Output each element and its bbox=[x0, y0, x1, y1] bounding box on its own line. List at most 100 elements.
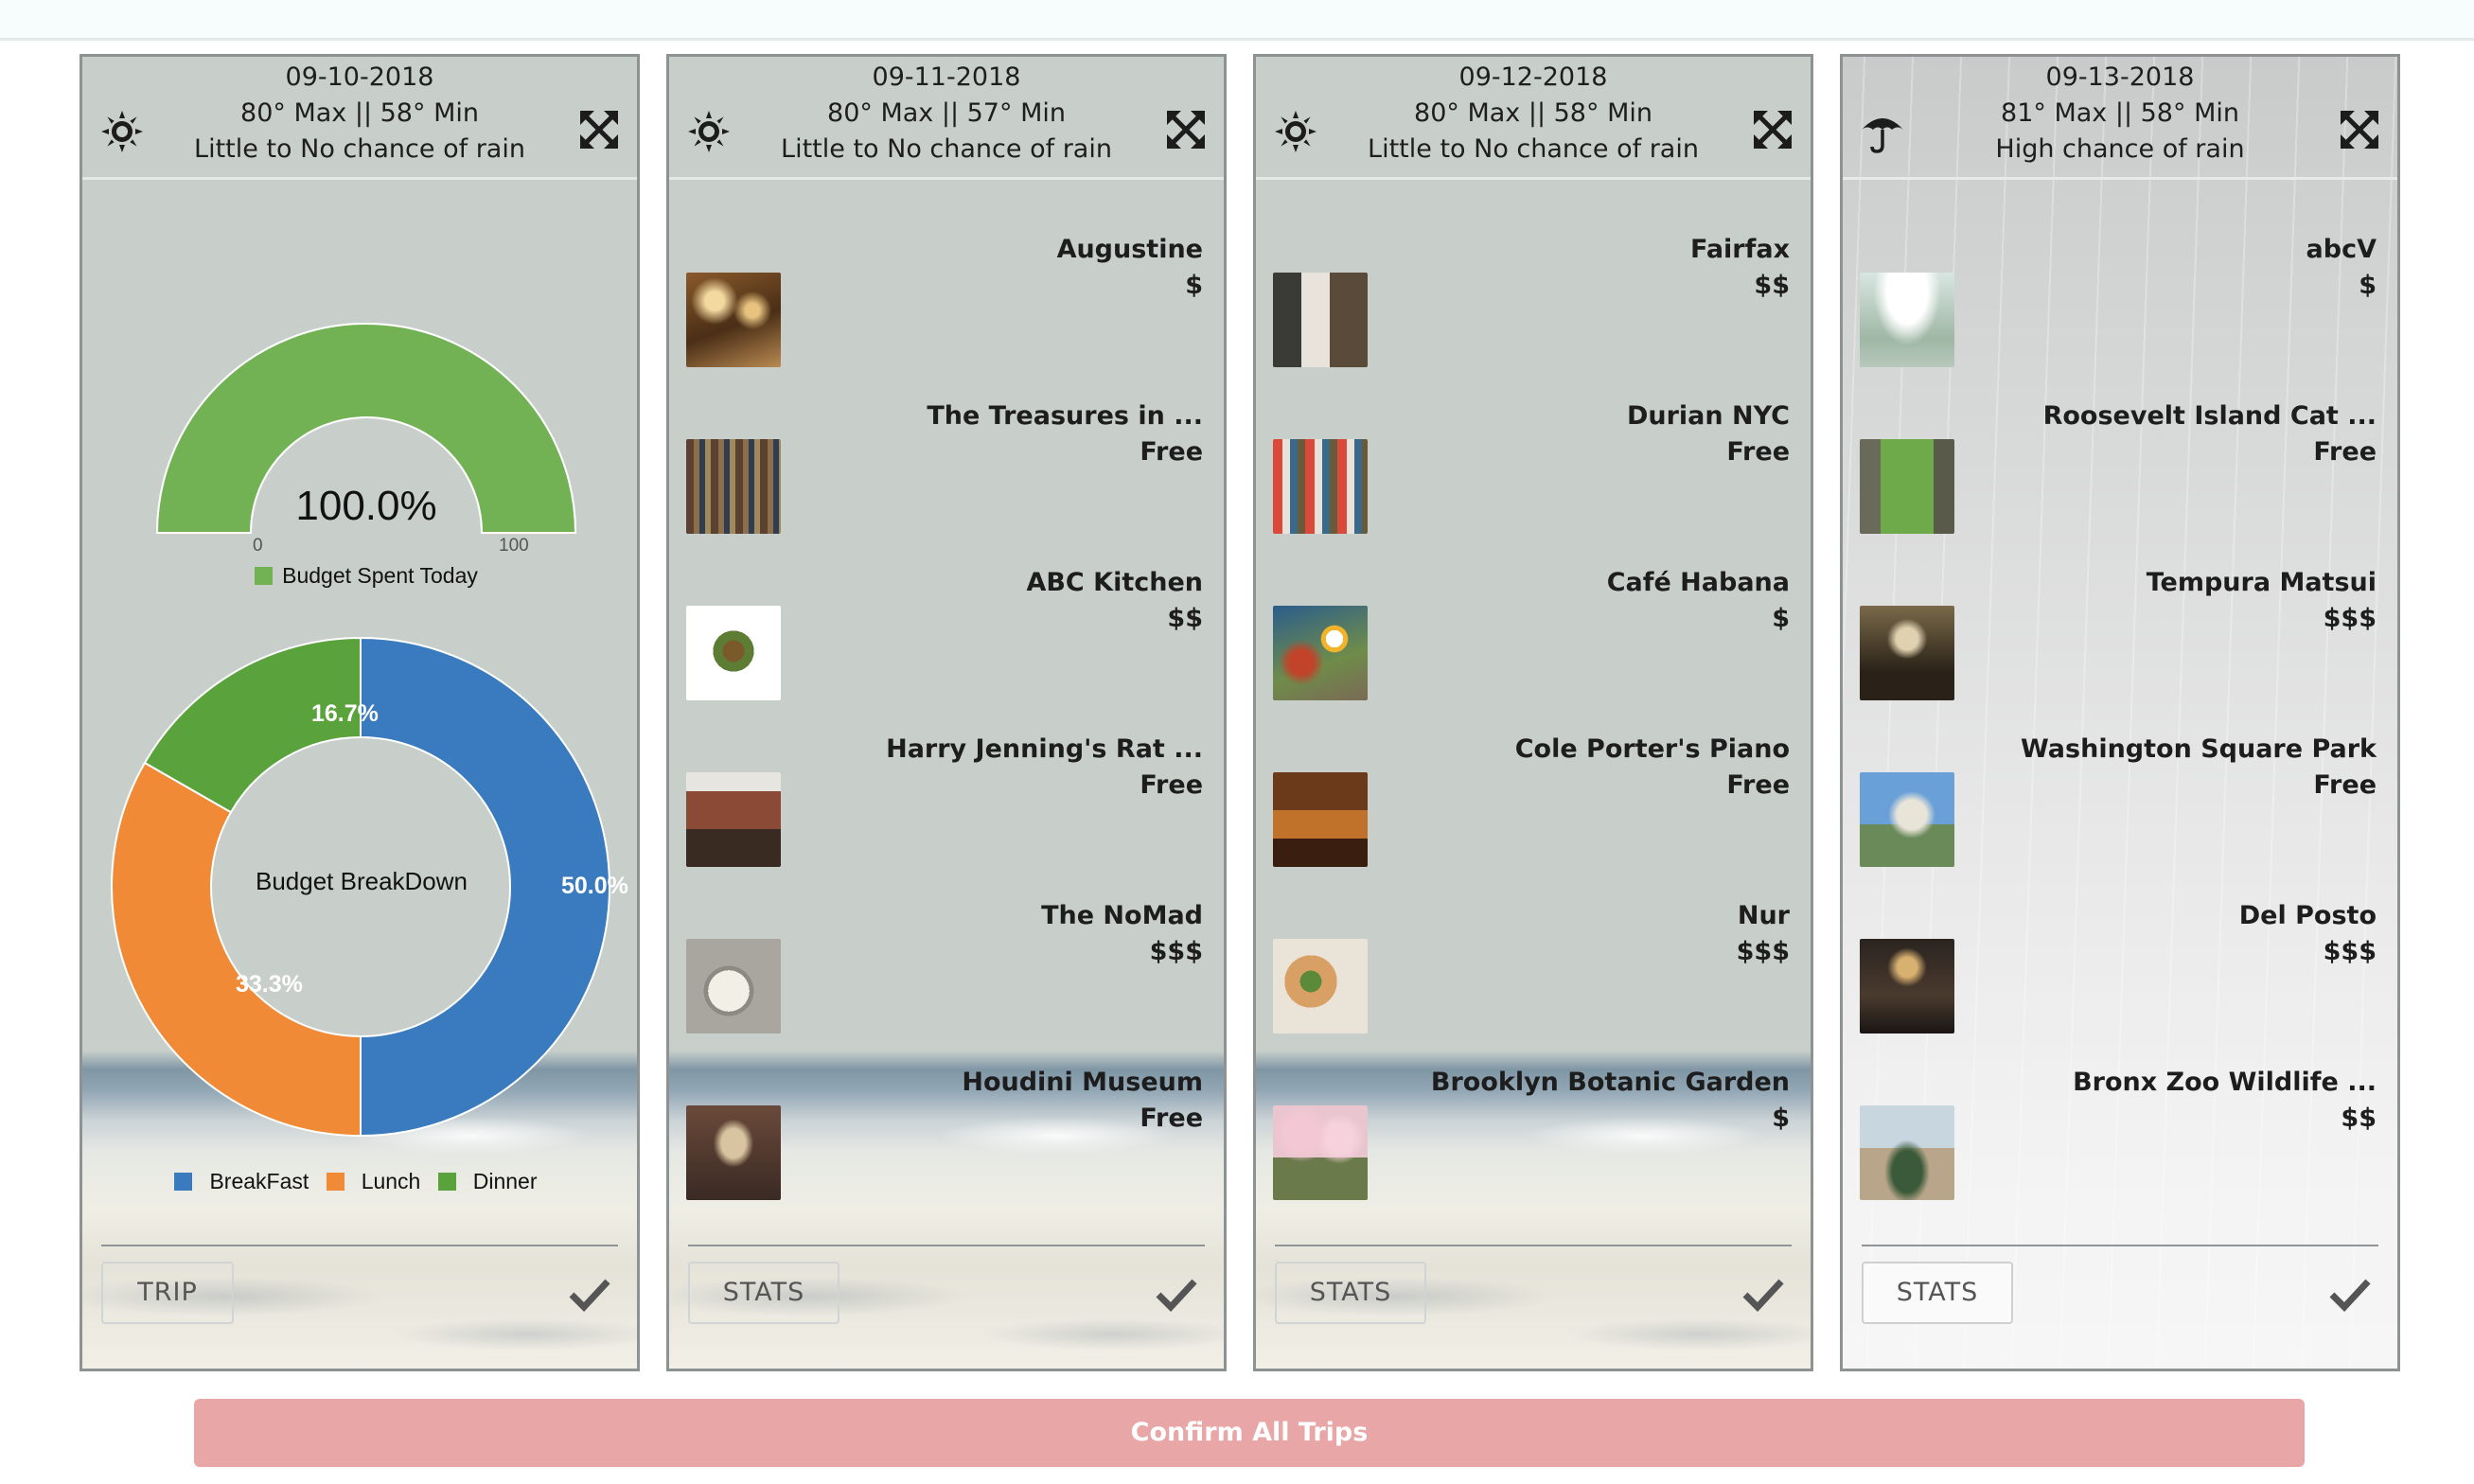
place-name[interactable]: Fairfax bbox=[1689, 235, 1790, 264]
place-item[interactable]: Café Habana $ bbox=[1273, 568, 1790, 734]
budget-gauge-chart: 100.0% 0 100 Budget Spent Today bbox=[149, 256, 584, 588]
day-date: 09-12-2018 bbox=[1458, 62, 1608, 92]
place-thumbnail[interactable] bbox=[686, 606, 781, 700]
donut-legend: BreakFast Lunch Dinner bbox=[111, 1169, 612, 1194]
place-thumbnail[interactable] bbox=[686, 1105, 781, 1200]
sun-icon bbox=[688, 111, 730, 152]
place-thumbnail[interactable] bbox=[1860, 1105, 1954, 1200]
place-item[interactable]: Bronx Zoo Wildlife ... $$ bbox=[1860, 1068, 2377, 1234]
stats-button[interactable]: STATS bbox=[688, 1262, 839, 1324]
place-name[interactable]: Nur bbox=[1737, 901, 1790, 930]
place-thumbnail[interactable] bbox=[1860, 439, 1954, 534]
footer-divider bbox=[101, 1245, 618, 1246]
place-thumbnail[interactable] bbox=[686, 273, 781, 367]
place-thumbnail[interactable] bbox=[1273, 439, 1368, 534]
place-name[interactable]: abcV bbox=[2306, 235, 2377, 264]
trip-button[interactable]: TRIP bbox=[101, 1262, 234, 1324]
day-temperature: 80° Max || 58° Min bbox=[1414, 98, 1652, 128]
stats-button[interactable]: STATS bbox=[1275, 1262, 1426, 1324]
place-item[interactable]: Roosevelt Island Cat ... Free bbox=[1860, 401, 2377, 568]
place-item[interactable]: The NoMad $$$ bbox=[686, 901, 1203, 1068]
day-header: 09-12-2018 80° Max || 58° Min Little to … bbox=[1256, 57, 1811, 180]
place-item[interactable]: Cole Porter's Piano Free bbox=[1273, 734, 1790, 901]
check-icon[interactable] bbox=[2329, 1278, 2371, 1312]
place-item[interactable]: Brooklyn Botanic Garden $ bbox=[1273, 1068, 1790, 1234]
donut-slice-dinner[interactable] bbox=[143, 636, 362, 814]
legend-label-lunch[interactable]: Lunch bbox=[361, 1169, 421, 1193]
place-name[interactable]: Harry Jenning's Rat ... bbox=[886, 734, 1203, 764]
stats-button[interactable]: STATS bbox=[1862, 1262, 2013, 1324]
place-item[interactable]: Harry Jenning's Rat ... Free bbox=[686, 734, 1203, 901]
place-thumbnail[interactable] bbox=[1273, 1105, 1368, 1200]
place-price: $$$ bbox=[1149, 937, 1203, 966]
place-item[interactable]: Tempura Matsui $$$ bbox=[1860, 568, 2377, 734]
check-icon[interactable] bbox=[569, 1278, 610, 1312]
place-name[interactable]: Del Posto bbox=[2238, 901, 2377, 930]
place-item[interactable]: The Treasures in ... Free bbox=[686, 401, 1203, 568]
legend-label-dinner[interactable]: Dinner bbox=[472, 1169, 538, 1193]
place-thumbnail[interactable] bbox=[1860, 273, 1954, 367]
place-item[interactable]: Durian NYC Free bbox=[1273, 401, 1790, 568]
place-item[interactable]: Houdini Museum Free bbox=[686, 1068, 1203, 1234]
legend-swatch-budget bbox=[255, 567, 274, 585]
place-price: Free bbox=[1140, 1104, 1203, 1133]
place-name[interactable]: The Treasures in ... bbox=[927, 401, 1203, 431]
place-item[interactable]: Del Posto $$$ bbox=[1860, 901, 2377, 1068]
expand-icon[interactable] bbox=[1165, 109, 1207, 150]
place-name[interactable]: Washington Square Park bbox=[2020, 734, 2377, 764]
gauge-legend[interactable]: Budget Spent Today bbox=[149, 563, 584, 589]
legend-label-breakfast[interactable]: BreakFast bbox=[209, 1169, 309, 1193]
sun-icon bbox=[101, 111, 143, 152]
place-item[interactable]: Washington Square Park Free bbox=[1860, 734, 2377, 901]
place-item[interactable]: Fairfax $$ bbox=[1273, 235, 1790, 401]
place-name[interactable]: Brooklyn Botanic Garden bbox=[1430, 1068, 1790, 1097]
gauge-value-label: 100.0% bbox=[295, 483, 437, 529]
place-price: $$ bbox=[2341, 1104, 2377, 1133]
place-name[interactable]: ABC Kitchen bbox=[1026, 568, 1203, 597]
place-thumbnail[interactable] bbox=[1860, 939, 1954, 1034]
donut-slice-breakfast[interactable] bbox=[360, 636, 610, 1138]
expand-icon[interactable] bbox=[578, 109, 620, 150]
check-icon[interactable] bbox=[1742, 1278, 1784, 1312]
gauge-min-label: 0 bbox=[253, 536, 263, 556]
place-thumbnail[interactable] bbox=[1273, 273, 1368, 367]
check-icon[interactable] bbox=[1156, 1278, 1197, 1312]
place-thumbnail[interactable] bbox=[1273, 772, 1368, 867]
place-price: $$$ bbox=[2323, 604, 2377, 633]
day-card-3: 09-12-2018 80° Max || 58° Min Little to … bbox=[1253, 54, 1813, 1371]
budget-breakdown-chart: Budget BreakDown 50.0% 33.3% 16.7% Break… bbox=[111, 625, 628, 1193]
place-thumbnail[interactable] bbox=[686, 772, 781, 867]
confirm-all-trips-button[interactable]: Confirm All Trips bbox=[194, 1399, 2305, 1467]
place-thumbnail[interactable] bbox=[686, 939, 781, 1034]
top-navbar bbox=[0, 0, 2474, 41]
place-name[interactable]: Augustine bbox=[1056, 235, 1203, 264]
place-thumbnail[interactable] bbox=[1273, 939, 1368, 1034]
place-name[interactable]: Durian NYC bbox=[1626, 401, 1790, 431]
place-name[interactable]: Bronx Zoo Wildlife ... bbox=[2073, 1068, 2377, 1097]
slice-label-breakfast: 50.0% bbox=[561, 873, 628, 899]
day-card-2: 09-11-2018 80° Max || 57° Min Little to … bbox=[666, 54, 1227, 1371]
expand-icon[interactable] bbox=[1752, 109, 1794, 150]
place-price: $$ bbox=[1754, 271, 1790, 300]
day-date: 09-11-2018 bbox=[872, 62, 1021, 92]
place-thumbnail[interactable] bbox=[1860, 772, 1954, 867]
place-thumbnail[interactable] bbox=[1860, 606, 1954, 700]
place-name[interactable]: Roosevelt Island Cat ... bbox=[2042, 401, 2377, 431]
slice-label-lunch: 33.3% bbox=[236, 971, 303, 998]
place-thumbnail[interactable] bbox=[686, 439, 781, 534]
footer-divider bbox=[688, 1245, 1205, 1246]
place-item[interactable]: ABC Kitchen $$ bbox=[686, 568, 1203, 734]
place-name[interactable]: The NoMad bbox=[1041, 901, 1203, 930]
expand-icon[interactable] bbox=[2339, 109, 2380, 150]
place-name[interactable]: Tempura Matsui bbox=[2146, 568, 2377, 597]
place-thumbnail[interactable] bbox=[1273, 606, 1368, 700]
day-header: 09-11-2018 80° Max || 57° Min Little to … bbox=[669, 57, 1224, 180]
place-item[interactable]: abcV $ bbox=[1860, 235, 2377, 401]
place-item[interactable]: Augustine $ bbox=[686, 235, 1203, 401]
place-name[interactable]: Houdini Museum bbox=[962, 1068, 1203, 1097]
place-name[interactable]: Café Habana bbox=[1606, 568, 1790, 597]
place-name[interactable]: Cole Porter's Piano bbox=[1514, 734, 1790, 764]
footer-divider bbox=[1862, 1245, 2378, 1246]
place-item[interactable]: Nur $$$ bbox=[1273, 901, 1790, 1068]
donut-slice-lunch[interactable] bbox=[111, 761, 362, 1138]
